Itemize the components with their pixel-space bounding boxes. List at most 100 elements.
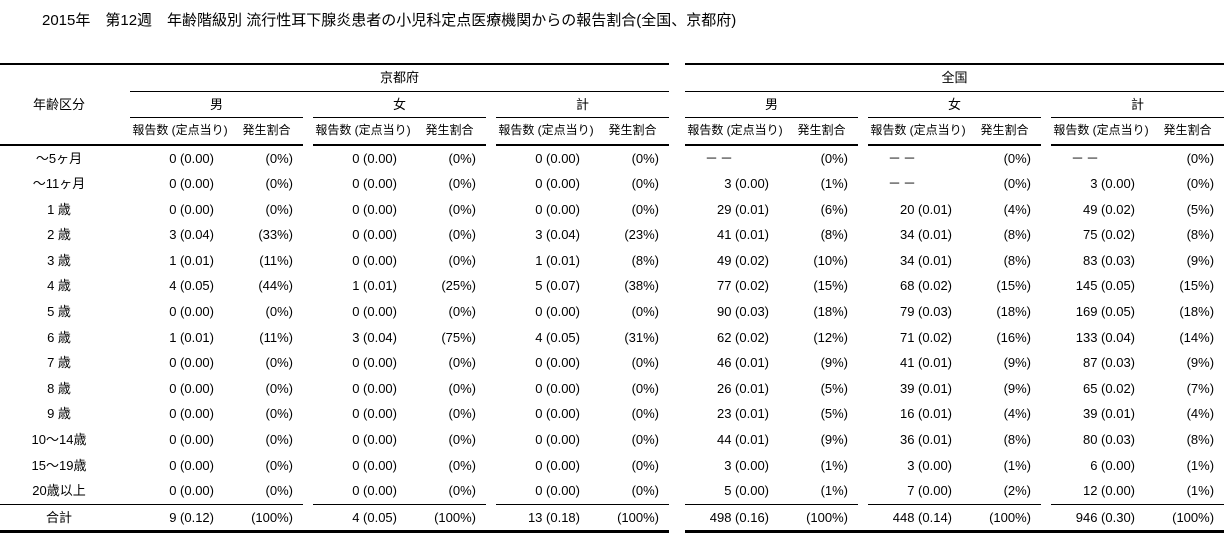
spacer	[858, 222, 868, 248]
spacer	[1041, 91, 1051, 118]
ratio-cell: (11%)	[259, 329, 293, 345]
count-cell: 44 (0.01)	[716, 432, 770, 448]
region-header-kyoto: 京都府	[130, 63, 670, 92]
spacer	[858, 248, 868, 274]
count-cell: 0 (0.00)	[169, 304, 214, 320]
count-cell: 5 (0.00)	[724, 483, 770, 499]
spacer	[303, 453, 313, 479]
ratio-cell: (0%)	[1186, 150, 1215, 166]
count-cell: 1 (0.01)	[169, 252, 214, 268]
ratio-cell: (12%)	[813, 329, 849, 345]
region-header-row: 年齢区分 京都府 全国	[0, 63, 1225, 146]
table-row: 7 歳 0 (0.00) (0%) 0 (0.00) (0%) 0 (0.00) (0%) 4…	[0, 350, 1224, 376]
ratio-cell: (4%)	[1186, 406, 1215, 422]
count-cell: 0 (0.00)	[535, 176, 580, 192]
spacer	[669, 118, 685, 145]
ratio-cell: (0%)	[265, 150, 293, 166]
spacer	[118, 273, 130, 299]
spacer	[858, 427, 868, 453]
ratio-cell: (6%)	[820, 201, 849, 217]
spacer	[486, 91, 496, 118]
count-cell: 0 (0.00)	[352, 201, 397, 217]
sex-header-national-female: 女	[868, 91, 1042, 118]
spacer	[669, 64, 685, 118]
spacer	[1041, 197, 1051, 223]
count-cell: 77 (0.02)	[716, 278, 770, 294]
ratio-cell: (4%)	[1003, 201, 1032, 217]
ratio-cell: (0%)	[448, 201, 476, 217]
ratio-cell: (18%)	[813, 304, 849, 320]
count-cell: 3 (0.00)	[724, 176, 770, 192]
ratio-cell: (5%)	[820, 380, 849, 396]
ratio-cell: (44%)	[258, 278, 293, 294]
spacer	[1041, 427, 1051, 453]
ratio-cell: (1%)	[1003, 457, 1032, 473]
spacer	[118, 171, 130, 197]
count-cell: 0 (0.00)	[535, 457, 580, 473]
spacer	[858, 273, 868, 299]
count-cell: 0 (0.00)	[352, 432, 397, 448]
count-cell: 90 (0.03)	[716, 304, 770, 320]
spacer	[669, 504, 685, 532]
ratio-cell: (0%)	[448, 483, 476, 499]
ratio-cell: (0%)	[265, 201, 293, 217]
count-cell: 0 (0.00)	[352, 304, 397, 320]
age-cell: 10～14歳	[31, 432, 87, 448]
spacer	[303, 299, 313, 325]
age-cell: 8 歳	[47, 380, 71, 396]
spacer	[486, 145, 496, 172]
count-cell: －－	[1071, 150, 1102, 166]
ratio-cell: (0%)	[1186, 176, 1215, 192]
age-cell: 6 歳	[47, 329, 71, 345]
ratio-cell: (0%)	[1003, 150, 1032, 166]
ratio-cell: (14%)	[1179, 329, 1215, 345]
table-row: 4 歳 4 (0.05) (44%) 1 (0.01) (25%) 5 (0.07) (38…	[0, 273, 1224, 299]
age-cell: 4 歳	[47, 278, 71, 294]
spacer	[858, 197, 868, 223]
ratio-cell: (38%)	[624, 278, 660, 294]
spacer	[858, 504, 869, 534]
count-cell: 0 (0.00)	[352, 380, 397, 396]
spacer	[486, 453, 496, 479]
spacer	[486, 325, 496, 351]
count-cell: 0 (0.00)	[169, 201, 214, 217]
table-row: 1 歳 0 (0.00) (0%) 0 (0.00) (0%) 0 (0.00) (0%) 2…	[0, 197, 1224, 223]
count-cell: 3 (0.00)	[1090, 176, 1136, 192]
ratio-cell: (9%)	[820, 355, 849, 371]
ratio-cell: (16%)	[996, 329, 1032, 345]
ratio-cell: (0%)	[631, 432, 660, 448]
count-cell: 16 (0.01)	[899, 406, 953, 422]
count-cell: 80 (0.03)	[1082, 432, 1136, 448]
table-row: 10～14歳 0 (0.00) (0%) 0 (0.00) (0%) 0 (0.00) (0…	[0, 427, 1224, 453]
ratio-cell: (0%)	[265, 483, 293, 499]
ratio-cell: (0%)	[265, 355, 293, 371]
ratio-cell: (0%)	[631, 483, 660, 499]
count-cell: 169 (0.05)	[1075, 304, 1136, 320]
ratio-cell: (0%)	[631, 176, 660, 192]
count-cell: －－	[705, 150, 736, 166]
spacer	[669, 171, 685, 197]
table-body: ～5ヶ月 0 (0.00) (0%) 0 (0.00) (0%) 0 (0.00) (0%)…	[0, 145, 1225, 534]
spacer	[303, 118, 313, 145]
count-cell: 5 (0.07)	[535, 278, 580, 294]
count-cell: 133 (0.04)	[1075, 329, 1136, 345]
count-cell: 79 (0.03)	[899, 304, 953, 320]
count-cell: 7 (0.00)	[907, 483, 953, 499]
ratio-cell: (0%)	[631, 150, 660, 166]
count-cell: 34 (0.01)	[899, 252, 953, 268]
count-cell: 0 (0.00)	[169, 355, 214, 371]
spacer	[486, 504, 496, 534]
ratio-cell: (2%)	[1003, 483, 1032, 499]
spacer	[858, 325, 868, 351]
ratio-cell: (18%)	[996, 304, 1032, 320]
count-cell: 0 (0.00)	[535, 201, 580, 217]
spacer	[118, 503, 130, 534]
total-row: 合計 9 (0.12) (100%) 4 (0.05) (100%) 13 (0.18)(…	[0, 503, 1225, 534]
spacer	[858, 478, 868, 504]
age-cell: 5 歳	[47, 304, 71, 320]
count-cell: 6 (0.00)	[1090, 457, 1136, 473]
table-row: 15～19歳 0 (0.00) (0%) 0 (0.00) (0%) 0 (0.00) (0…	[0, 453, 1224, 479]
region-header-national: 全国	[685, 63, 1225, 92]
count-cell: 4 (0.05)	[313, 503, 413, 534]
spacer	[1041, 299, 1051, 325]
